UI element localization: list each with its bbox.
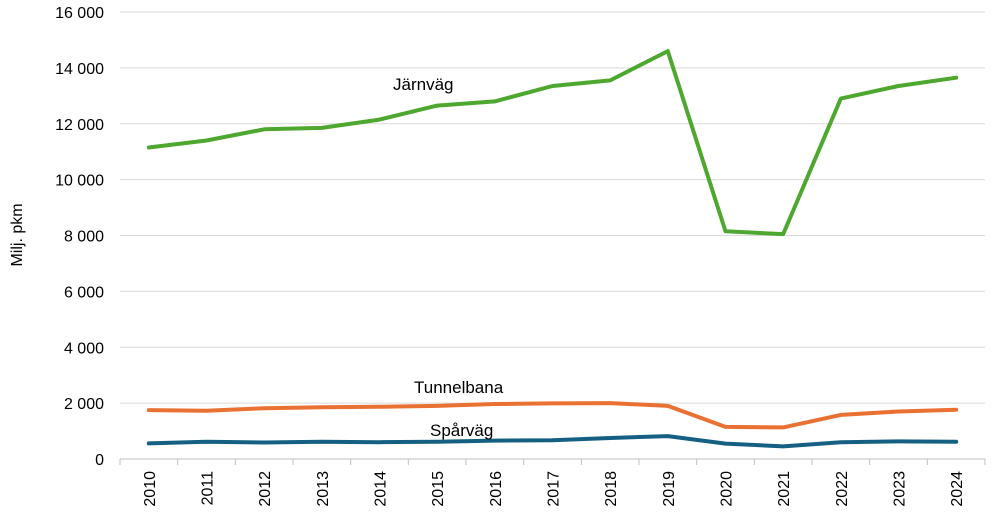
series-label-jarnvag: Järnväg [393, 75, 453, 94]
y-tick-label: 10 000 [55, 173, 104, 190]
x-tick-label: 2018 [603, 471, 620, 507]
y-tick-label: 14 000 [55, 61, 104, 78]
x-tick-label: 2022 [834, 471, 851, 507]
x-tick-label: 2020 [719, 471, 736, 507]
x-tick-label: 2010 [142, 471, 159, 507]
series-label-tunnelbana: Tunnelbana [414, 378, 504, 397]
x-tick-label: 2013 [315, 471, 332, 507]
x-tick-label: 2012 [257, 471, 274, 507]
x-tick-label: 2024 [949, 471, 966, 507]
y-tick-label: 12 000 [55, 117, 104, 134]
series-line-1 [146, 401, 959, 430]
x-tick-label: 2019 [661, 471, 678, 507]
y-axis-ticks: 0 2 000 4 000 6 000 8 000 10 000 12 000 14 000 1… [55, 5, 104, 469]
x-tick-label: 2014 [373, 471, 390, 507]
series-line-2 [146, 434, 959, 449]
x-tick-label: 2017 [546, 471, 563, 507]
x-tick-label: 2011 [200, 471, 217, 506]
series-line-0 [146, 49, 959, 237]
y-tick-label: 4 000 [64, 340, 104, 357]
y-tick-label: 2 000 [64, 396, 104, 413]
x-tick-label: 2016 [488, 471, 505, 507]
y-tick-label: 0 [95, 452, 104, 469]
y-axis-title: Milj. pkm [9, 203, 26, 266]
y-tick-label: 6 000 [64, 284, 104, 301]
x-tick-label: 2023 [892, 471, 909, 507]
x-axis-ticks: 2010 2011 2012 2013 2014 2015 2016 2017 2018 2019… [119, 459, 986, 507]
x-tick-label: 2015 [430, 471, 447, 507]
series-label-sparvag: Spårväg [430, 421, 493, 440]
y-tick-label: 16 000 [55, 5, 104, 22]
y-tick-label: 8 000 [64, 229, 104, 246]
series-lines [146, 49, 959, 449]
x-tick-label: 2021 [776, 471, 793, 507]
gridlines [120, 11, 985, 460]
